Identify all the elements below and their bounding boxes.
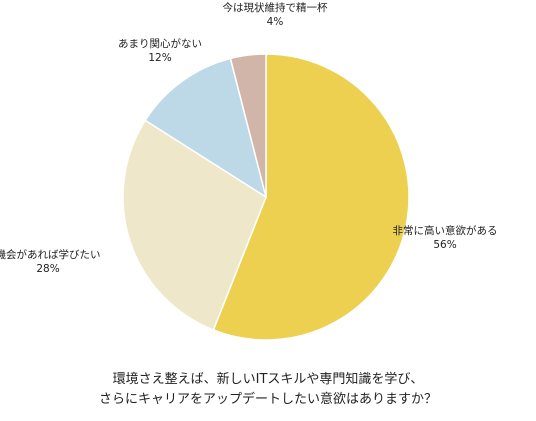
pie-slice-3 <box>144 57 268 199</box>
slice-value-4: 4% <box>267 16 284 28</box>
pie-slice-4 <box>229 53 267 198</box>
chart-title-line-2: さらにキャリアをアップデートしたい意欲はありますか？ <box>99 391 437 407</box>
slice-value-1: 56% <box>433 239 456 251</box>
pie-slice-1 <box>212 53 410 341</box>
slice-label-2: 機会があれば学びたい <box>0 248 101 261</box>
pie-slice-2 <box>122 119 267 331</box>
slice-label-3: あまり関心がない <box>118 37 202 50</box>
slice-value-3: 12% <box>148 52 171 64</box>
slice-label-4: 今は現状維持で精一杯 <box>223 1 328 14</box>
chart-title-line-1: 環境さえ整えば、新しいITスキルや専門知識を学び、 <box>113 371 424 387</box>
pie-slices <box>122 53 410 341</box>
chart-title: 環境さえ整えば、新しいITスキルや専門知識を学び、 さらにキャリアをアップデート… <box>99 371 437 407</box>
slice-labels: 非常に高い意欲がある 56% 機会があれば学びたい 28% あまり関心がない 12% 今は現… <box>0 1 498 275</box>
slice-label-1: 非常に高い意欲がある <box>393 224 498 237</box>
slice-value-2: 28% <box>36 263 59 275</box>
